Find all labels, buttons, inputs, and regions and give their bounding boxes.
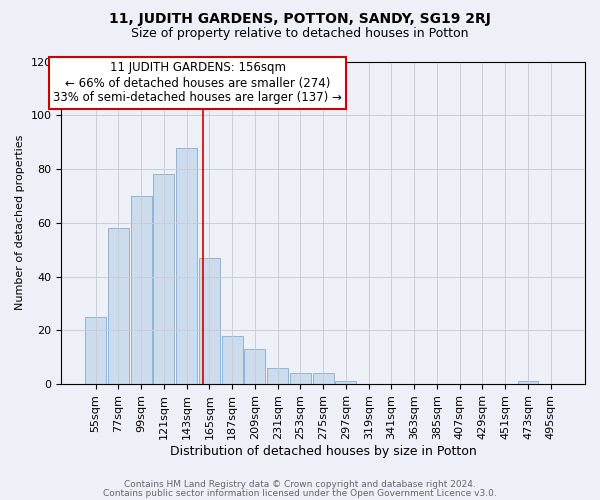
- Bar: [267, 368, 288, 384]
- Bar: [222, 336, 242, 384]
- Bar: [335, 382, 356, 384]
- Text: Size of property relative to detached houses in Potton: Size of property relative to detached ho…: [131, 28, 469, 40]
- Bar: [244, 349, 265, 384]
- Text: Contains public sector information licensed under the Open Government Licence v3: Contains public sector information licen…: [103, 490, 497, 498]
- Bar: [313, 374, 334, 384]
- Text: 11 JUDITH GARDENS: 156sqm
← 66% of detached houses are smaller (274)
33% of semi: 11 JUDITH GARDENS: 156sqm ← 66% of detac…: [53, 62, 342, 104]
- Text: 11, JUDITH GARDENS, POTTON, SANDY, SG19 2RJ: 11, JUDITH GARDENS, POTTON, SANDY, SG19 …: [109, 12, 491, 26]
- Bar: [176, 148, 197, 384]
- Y-axis label: Number of detached properties: Number of detached properties: [15, 135, 25, 310]
- Bar: [131, 196, 152, 384]
- Bar: [85, 317, 106, 384]
- Bar: [108, 228, 129, 384]
- X-axis label: Distribution of detached houses by size in Potton: Distribution of detached houses by size …: [170, 444, 476, 458]
- Bar: [290, 374, 311, 384]
- Text: Contains HM Land Registry data © Crown copyright and database right 2024.: Contains HM Land Registry data © Crown c…: [124, 480, 476, 489]
- Bar: [518, 382, 538, 384]
- Bar: [199, 258, 220, 384]
- Bar: [154, 174, 175, 384]
